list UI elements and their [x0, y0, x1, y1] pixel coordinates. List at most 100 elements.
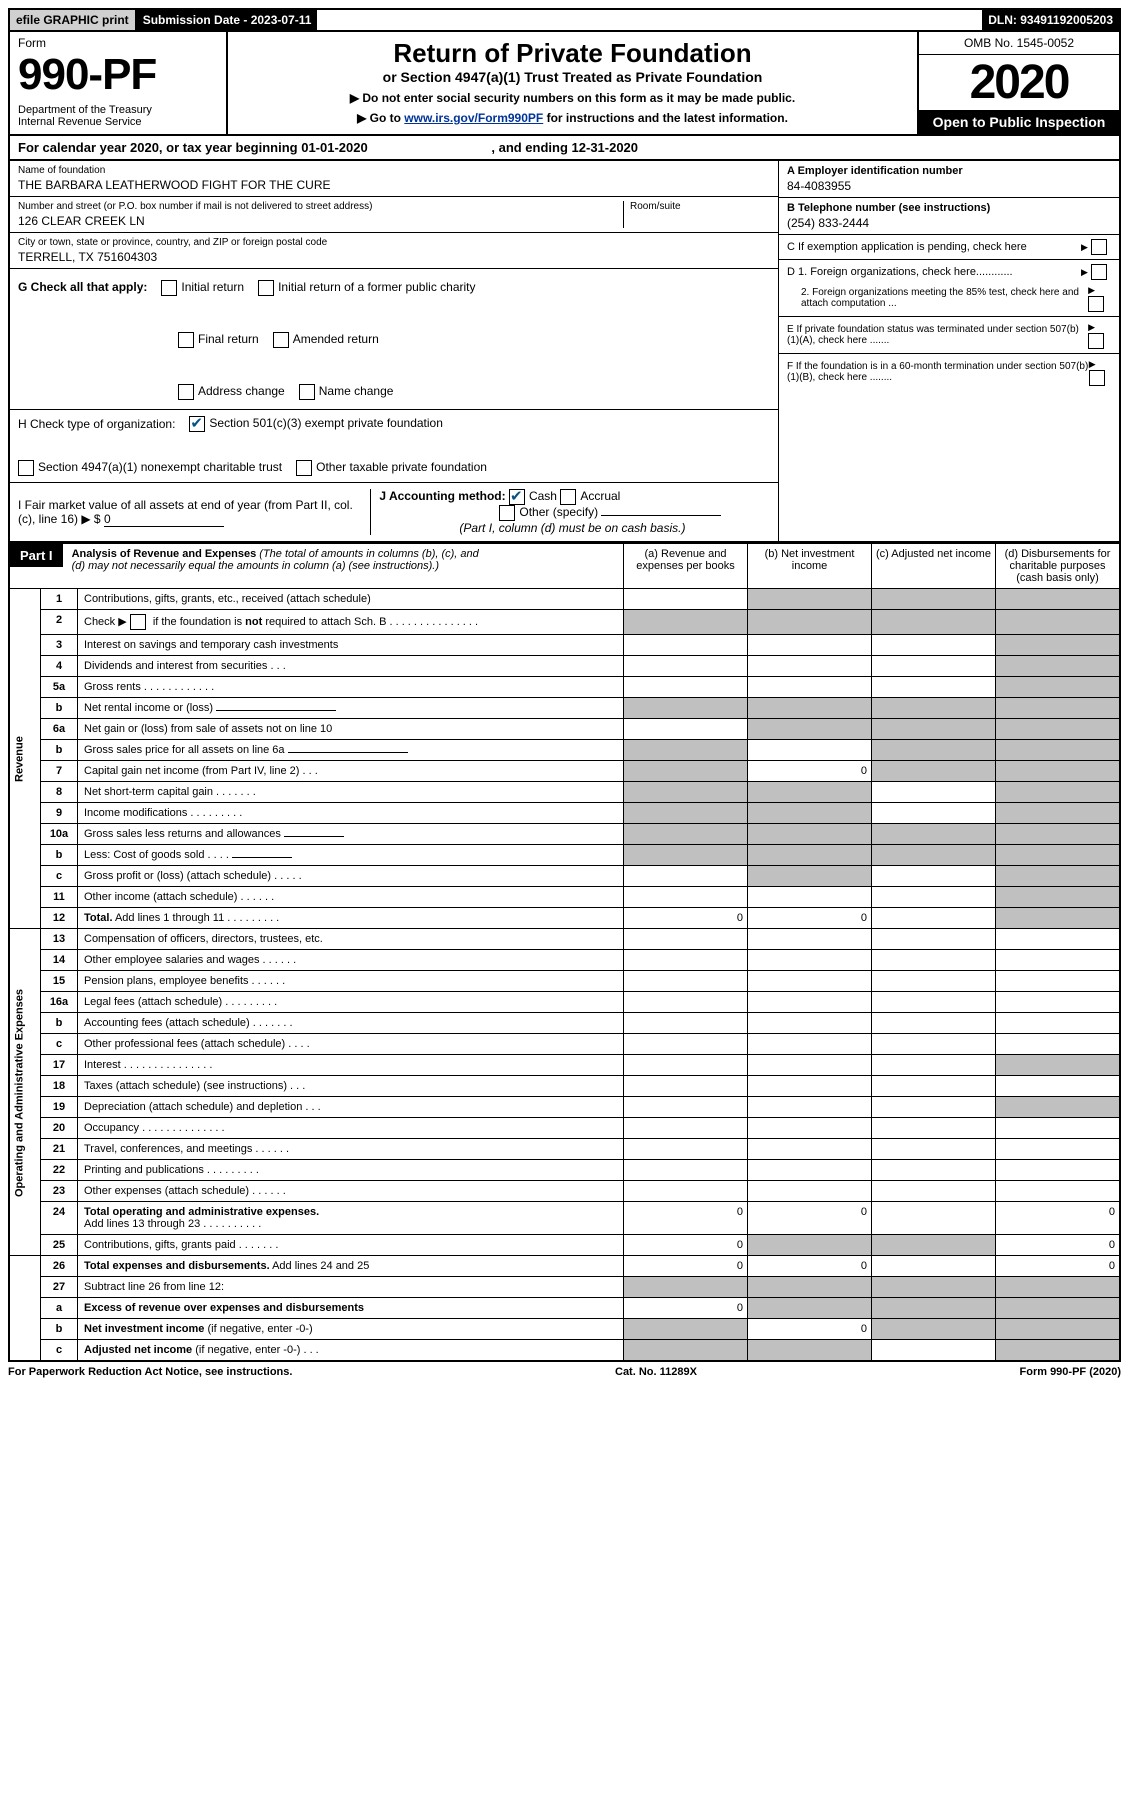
- entity-info: Name of foundation THE BARBARA LEATHERWO…: [8, 161, 1121, 543]
- footer-center: Cat. No. 11289X: [615, 1366, 697, 1378]
- row-num: b: [41, 740, 78, 761]
- other-spec-checkbox[interactable]: [499, 505, 515, 521]
- foundation-name: THE BARBARA LEATHERWOOD FIGHT FOR THE CU…: [18, 176, 770, 192]
- row-num: 5a: [41, 677, 78, 698]
- col-a-header: (a) Revenue and expenses per books: [624, 544, 748, 589]
- cash-checkbox[interactable]: [509, 489, 525, 505]
- row-num: 7: [41, 761, 78, 782]
- check-h-label: H Check type of organization:: [18, 417, 175, 431]
- h-501c3-label: Section 501(c)(3) exempt private foundat…: [209, 416, 442, 430]
- row-num: b: [41, 1013, 78, 1034]
- accrual-checkbox[interactable]: [560, 489, 576, 505]
- r24-a: 0: [624, 1202, 748, 1235]
- row-desc: Less: Cost of goods sold: [84, 849, 204, 861]
- c-checkbox[interactable]: [1091, 239, 1107, 255]
- row-num: 19: [41, 1097, 78, 1118]
- row-num: 8: [41, 782, 78, 803]
- footer-right: Form 990-PF (2020): [1020, 1366, 1122, 1378]
- row-desc: Income modifications: [84, 807, 187, 819]
- cal-text-2: , and ending 12-31-2020: [491, 140, 638, 155]
- row-desc: Net gain or (loss) from sale of assets n…: [78, 719, 624, 740]
- row-num: a: [41, 1298, 78, 1319]
- h-other-label: Other taxable private foundation: [316, 460, 487, 474]
- d2-checkbox[interactable]: [1088, 296, 1104, 312]
- row-num: 11: [41, 887, 78, 908]
- amended-checkbox[interactable]: [273, 332, 289, 348]
- row-desc: Contributions, gifts, grants paid: [84, 1239, 236, 1251]
- city-cell: City or town, state or province, country…: [10, 233, 778, 269]
- row-desc: Interest on savings and temporary cash i…: [78, 635, 624, 656]
- top-bar: efile GRAPHIC print Submission Date - 20…: [8, 8, 1121, 32]
- cash-label: Cash: [529, 489, 557, 503]
- entity-left: Name of foundation THE BARBARA LEATHERWO…: [10, 161, 778, 541]
- row-desc: Dividends and interest from securities: [84, 660, 267, 672]
- h-501c3-checkbox[interactable]: [189, 416, 205, 432]
- efile-label: efile GRAPHIC print: [10, 10, 137, 30]
- row-num: 17: [41, 1055, 78, 1076]
- h-other-checkbox[interactable]: [296, 460, 312, 476]
- f-cell: F If the foundation is in a 60-month ter…: [779, 354, 1119, 390]
- phone-cell: B Telephone number (see instructions) (2…: [779, 198, 1119, 235]
- initial-former-checkbox[interactable]: [258, 280, 274, 296]
- col-b-header: (b) Net investment income: [748, 544, 872, 589]
- side-revenue: Revenue: [9, 589, 41, 929]
- final-return-label: Final return: [198, 332, 259, 346]
- name-change-label: Name change: [319, 384, 394, 398]
- instr-2-suffix: for instructions and the latest informat…: [543, 111, 788, 125]
- part1-title: Analysis of Revenue and Expenses: [72, 548, 257, 560]
- initial-return-label: Initial return: [181, 280, 244, 294]
- row-desc: Depreciation (attach schedule) and deple…: [84, 1101, 302, 1113]
- row-num: 12: [41, 908, 78, 929]
- r12-b: 0: [748, 908, 872, 929]
- final-return-checkbox[interactable]: [178, 332, 194, 348]
- address-change-checkbox[interactable]: [178, 384, 194, 400]
- r26-b: 0: [748, 1256, 872, 1277]
- h-4947-checkbox[interactable]: [18, 460, 34, 476]
- d1-checkbox[interactable]: [1091, 264, 1107, 280]
- addr-cell: Number and street (or P.O. box number if…: [10, 197, 778, 233]
- row-num: 13: [41, 929, 78, 950]
- phone-value: (254) 833-2444: [787, 214, 1111, 230]
- header-right: OMB No. 1545-0052 2020 Open to Public In…: [917, 32, 1119, 134]
- f-label: F If the foundation is in a 60-month ter…: [787, 361, 1089, 383]
- f-checkbox[interactable]: [1089, 370, 1105, 386]
- row-num: c: [41, 1340, 78, 1362]
- row-num: 24: [41, 1202, 78, 1235]
- tax-year: 2020: [919, 55, 1119, 110]
- r25-a: 0: [624, 1235, 748, 1256]
- row-desc: Gross sales less returns and allowances: [84, 828, 281, 840]
- form-label: Form: [18, 36, 218, 50]
- form-number: 990-PF: [18, 50, 218, 100]
- calendar-year-row: For calendar year 2020, or tax year begi…: [8, 136, 1121, 161]
- r24-d: 0: [996, 1202, 1121, 1235]
- row-desc: Other income (attach schedule): [84, 891, 237, 903]
- e-checkbox[interactable]: [1088, 333, 1104, 349]
- row-num: 18: [41, 1076, 78, 1097]
- initial-return-checkbox[interactable]: [161, 280, 177, 296]
- schb-checkbox[interactable]: [130, 614, 146, 630]
- row-desc: Other employee salaries and wages: [84, 954, 259, 966]
- row-desc: Other expenses (attach schedule): [84, 1185, 249, 1197]
- row-num: 22: [41, 1160, 78, 1181]
- col-c-header: (c) Adjusted net income: [872, 544, 996, 589]
- r26-a: 0: [624, 1256, 748, 1277]
- col-d-header: (d) Disbursements for charitable purpose…: [996, 544, 1121, 589]
- omb-label: OMB No. 1545-0052: [919, 32, 1119, 55]
- row-num: 26: [41, 1256, 78, 1277]
- name-cell: Name of foundation THE BARBARA LEATHERWO…: [10, 161, 778, 197]
- row-num: 16a: [41, 992, 78, 1013]
- submission-date: Submission Date - 2023-07-11: [137, 10, 318, 30]
- main-title: Return of Private Foundation: [234, 38, 911, 69]
- r27b-b: 0: [748, 1319, 872, 1340]
- row-desc: Other professional fees (attach schedule…: [84, 1038, 285, 1050]
- row-desc: Subtract line 26 from line 12:: [78, 1277, 624, 1298]
- e-cell: E If private foundation status was termi…: [779, 317, 1119, 354]
- r7-b: 0: [748, 761, 872, 782]
- city-label: City or town, state or province, country…: [18, 237, 770, 248]
- side-expenses: Operating and Administrative Expenses: [9, 929, 41, 1256]
- name-change-checkbox[interactable]: [299, 384, 315, 400]
- row-desc: Gross sales price for all assets on line…: [84, 744, 285, 756]
- accrual-label: Accrual: [580, 489, 620, 503]
- irs-link[interactable]: www.irs.gov/Form990PF: [404, 111, 543, 125]
- row-desc: Accounting fees (attach schedule): [84, 1017, 250, 1029]
